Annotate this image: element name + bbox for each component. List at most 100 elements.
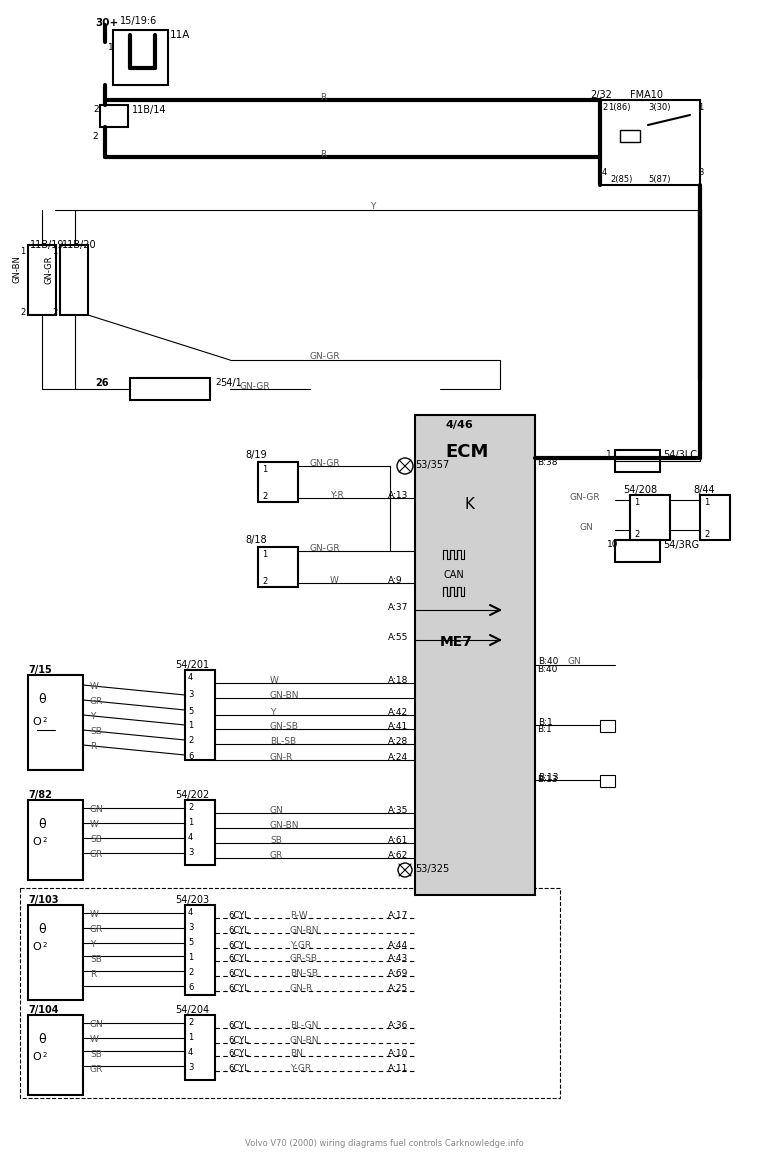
Text: ME7: ME7 <box>440 635 473 649</box>
Text: Y: Y <box>270 707 276 717</box>
Text: GN-BN: GN-BN <box>290 926 319 935</box>
Text: 2: 2 <box>43 942 48 948</box>
Text: W: W <box>90 1035 99 1044</box>
Text: A:18: A:18 <box>388 676 409 686</box>
Text: 1: 1 <box>188 1033 194 1042</box>
Text: A:37: A:37 <box>388 603 409 612</box>
Text: Y: Y <box>370 202 376 212</box>
Text: GN-GR: GN-GR <box>310 351 341 361</box>
Text: 2: 2 <box>92 132 98 141</box>
Text: 3(30): 3(30) <box>648 103 670 112</box>
Text: W: W <box>90 910 99 919</box>
Text: A:61: A:61 <box>388 836 409 845</box>
Text: ECM: ECM <box>445 443 488 461</box>
Text: 30+: 30+ <box>95 18 118 28</box>
Text: 1: 1 <box>262 550 267 560</box>
Text: B:40: B:40 <box>537 665 558 674</box>
Text: R: R <box>90 742 96 751</box>
Text: 4: 4 <box>602 168 607 177</box>
Text: 6CYL: 6CYL <box>228 1021 249 1030</box>
Bar <box>185 1015 215 1080</box>
Text: A:28: A:28 <box>388 738 409 746</box>
Text: 6CYL: 6CYL <box>228 926 249 935</box>
Text: 54/202: 54/202 <box>175 790 209 800</box>
Bar <box>113 30 168 86</box>
Text: 11A: 11A <box>170 30 190 40</box>
Bar <box>28 800 83 880</box>
Text: 2: 2 <box>43 1052 48 1058</box>
Text: W: W <box>270 676 279 686</box>
Text: 1: 1 <box>606 450 612 459</box>
Bar <box>415 415 535 895</box>
Text: 1(86): 1(86) <box>608 103 631 112</box>
Text: GN: GN <box>270 806 283 815</box>
Text: A:13: A:13 <box>388 491 409 501</box>
Bar <box>620 129 640 142</box>
Text: GN-GR: GN-GR <box>310 459 341 468</box>
Text: 2/32: 2/32 <box>590 90 612 101</box>
Text: θ: θ <box>38 922 45 936</box>
Text: BL-SB: BL-SB <box>270 738 296 746</box>
Text: GN: GN <box>568 657 581 666</box>
Text: K: K <box>465 497 475 512</box>
Text: A:17: A:17 <box>388 911 409 920</box>
Text: 7/104: 7/104 <box>28 1005 58 1015</box>
Text: 26: 26 <box>95 378 108 388</box>
Text: GR-SB: GR-SB <box>290 954 318 963</box>
Text: 3: 3 <box>188 922 194 932</box>
Text: GN: GN <box>580 523 594 532</box>
Text: GR: GR <box>90 850 103 859</box>
Text: B:40: B:40 <box>538 657 558 666</box>
Text: O: O <box>32 837 41 847</box>
Text: B:13: B:13 <box>537 775 558 784</box>
Text: GN-SB: GN-SB <box>270 722 299 731</box>
Text: GN-GR: GN-GR <box>240 381 270 391</box>
Text: 54/208: 54/208 <box>623 486 657 495</box>
Text: 1: 1 <box>704 498 710 507</box>
Text: CAN: CAN <box>443 570 464 580</box>
Text: A:24: A:24 <box>388 753 408 762</box>
Text: 3: 3 <box>188 690 194 699</box>
Text: A:25: A:25 <box>388 984 409 993</box>
Bar <box>185 800 215 865</box>
Text: 2: 2 <box>188 1018 194 1027</box>
Text: W: W <box>90 820 99 829</box>
Text: GR: GR <box>90 1065 103 1074</box>
Text: θ: θ <box>38 692 45 706</box>
Text: 10: 10 <box>607 540 618 549</box>
Text: B:38: B:38 <box>537 458 558 467</box>
Bar <box>615 450 660 472</box>
Text: 1: 1 <box>188 818 194 827</box>
Bar <box>600 775 615 787</box>
Text: GR: GR <box>90 697 103 706</box>
Text: A:10: A:10 <box>388 1048 409 1058</box>
Text: A:43: A:43 <box>388 954 409 963</box>
Text: 7/15: 7/15 <box>28 665 51 675</box>
Text: 8/18: 8/18 <box>245 535 266 544</box>
Text: B:1: B:1 <box>538 718 553 727</box>
Text: 6CYL: 6CYL <box>228 1064 249 1073</box>
Text: 3: 3 <box>188 849 194 857</box>
Text: O: O <box>32 1052 41 1062</box>
Text: 1: 1 <box>262 465 267 474</box>
Text: 2: 2 <box>188 968 194 977</box>
Bar <box>100 105 128 127</box>
Text: A:62: A:62 <box>388 851 409 860</box>
Text: 6: 6 <box>188 983 194 992</box>
Text: 53/357: 53/357 <box>415 460 449 470</box>
Bar <box>28 245 56 314</box>
Text: 6CYL: 6CYL <box>228 969 249 978</box>
Text: 5: 5 <box>188 938 194 947</box>
Text: 2: 2 <box>93 105 98 114</box>
Text: GN-R: GN-R <box>290 984 313 993</box>
Text: 2: 2 <box>188 736 194 744</box>
Text: GN-GR: GN-GR <box>44 255 53 283</box>
Text: 4/46: 4/46 <box>445 420 473 430</box>
Text: 2: 2 <box>43 717 48 722</box>
Text: θ: θ <box>38 818 45 831</box>
Text: 6CYL: 6CYL <box>228 954 249 963</box>
Bar <box>185 905 215 995</box>
Text: θ: θ <box>38 1033 45 1046</box>
Text: A:55: A:55 <box>388 633 409 642</box>
Text: 1: 1 <box>108 43 114 52</box>
